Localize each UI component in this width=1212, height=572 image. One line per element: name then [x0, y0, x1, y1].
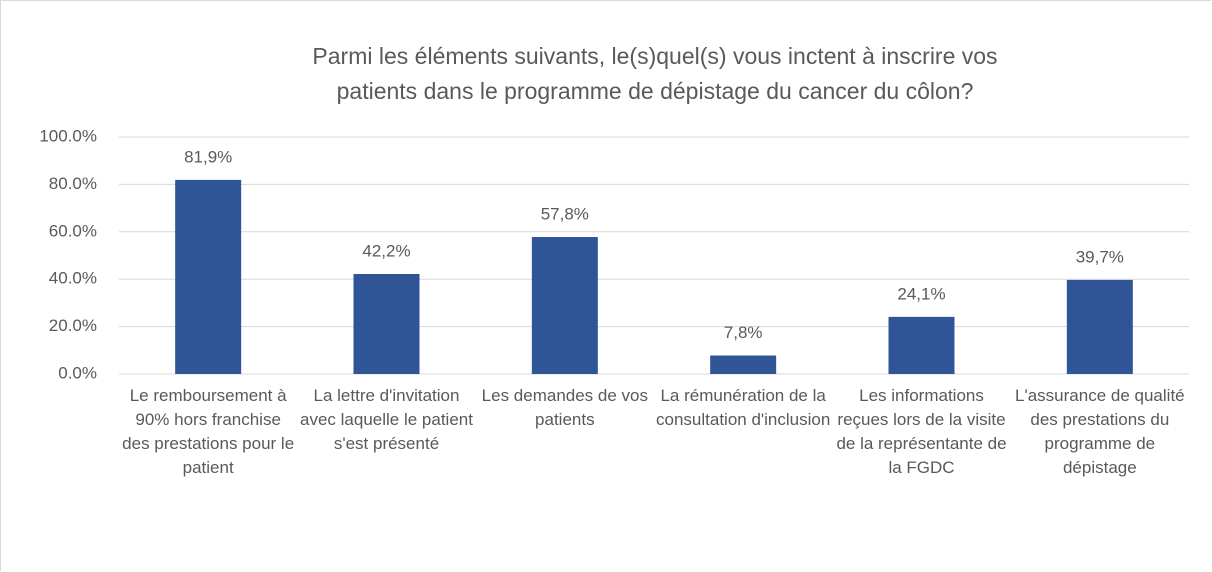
x-tick-label: La lettre d'invitation avec laquelle le … [300, 386, 473, 453]
bar [353, 273, 420, 374]
y-tick-label: 100.0% [39, 126, 97, 145]
x-tick-label: La rémunération de la consultation d'inc… [656, 386, 831, 429]
value-label: 39,7% [1076, 247, 1124, 266]
y-tick-label: 40.0% [49, 269, 97, 288]
bar [531, 237, 598, 374]
x-tick-label: Les informations reçues lors de la visit… [836, 386, 1007, 477]
value-label: 42,2% [362, 241, 410, 260]
y-tick-label: 20.0% [49, 316, 97, 335]
chart-title: Parmi les éléments suivants, le(s)quel(s… [312, 43, 998, 104]
bar [710, 355, 777, 374]
value-label: 7,8% [724, 323, 763, 342]
bar [1066, 279, 1133, 374]
bar [888, 316, 955, 374]
y-tick-label: 80.0% [49, 174, 97, 193]
x-tick-label: Les demandes de vos patients [481, 386, 648, 429]
value-label: 57,8% [541, 204, 589, 223]
value-label: 24,1% [897, 284, 945, 303]
y-tick-label: 0.0% [58, 363, 97, 382]
bar [175, 179, 242, 374]
y-tick-label: 60.0% [49, 221, 97, 240]
x-tick-label: L'assurance de qualité des prestations d… [1015, 386, 1185, 477]
value-label: 81,9% [184, 147, 232, 166]
x-tick-label: Le remboursement à 90% hors franchise de… [122, 386, 295, 477]
